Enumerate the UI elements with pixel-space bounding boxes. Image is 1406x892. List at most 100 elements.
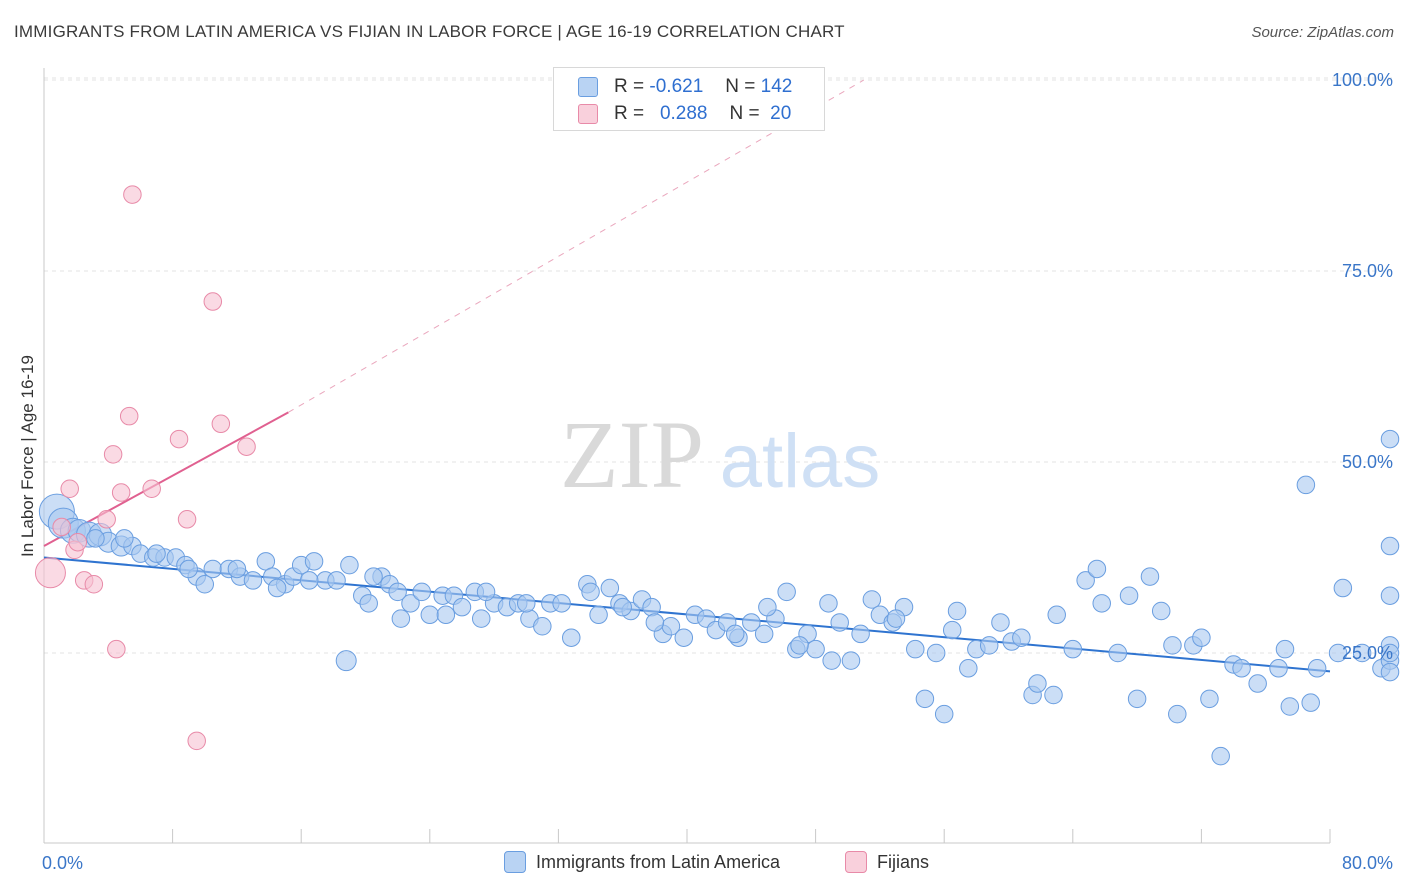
latin-america-point: [340, 555, 359, 575]
latin-america-point: [412, 582, 432, 602]
latin-america-point: [436, 605, 456, 625]
latin-america-point: [851, 624, 870, 644]
latin-america-point: [1047, 605, 1066, 625]
latin-america-point: [391, 609, 411, 628]
latin-america-point: [947, 601, 967, 621]
latin-america-point: [674, 628, 694, 647]
latin-america-point: [645, 613, 665, 632]
latin-america-point: [1269, 659, 1288, 678]
latin-america-point: [942, 620, 962, 640]
legend-n-label: N =: [725, 76, 756, 97]
latin-america-point: [1087, 559, 1107, 579]
latin-america-point: [589, 605, 608, 625]
latin-america-point: [1092, 594, 1111, 613]
y-tick-label: 75.0%: [1342, 261, 1393, 281]
fijian-point: [84, 574, 104, 594]
latin-america-point: [1328, 643, 1348, 663]
latin-america-point: [1192, 628, 1211, 647]
latin-america-point: [934, 704, 954, 724]
fijian-point: [103, 445, 123, 464]
y-axis-label: In Labor Force | Age 16-19: [18, 355, 37, 557]
bottom-legend-label: Immigrants from Latin America: [536, 851, 781, 872]
latin-america-point: [790, 636, 809, 655]
latin-america-point: [1151, 601, 1171, 621]
latin-america-point: [452, 597, 472, 617]
latin-america-point: [1380, 662, 1400, 682]
axis-labels: 25.0% 50.0% 75.0% 100.0% 0.0% 80.0% In Labor F…: [18, 70, 1393, 873]
latin-america-point: [979, 636, 999, 655]
latin-america-point: [1063, 639, 1083, 659]
latin-america-point: [819, 594, 838, 613]
legend-swatch-blue: [578, 77, 598, 97]
latin-america-point: [725, 624, 745, 644]
fijian-point: [119, 406, 139, 426]
latin-america-point: [420, 605, 440, 625]
latin-america-point: [926, 643, 946, 663]
x-tick-label-max: 80.0%: [1342, 853, 1393, 873]
latin-america-point: [304, 552, 324, 571]
latin-america-point: [1140, 567, 1160, 586]
latin-america-point: [841, 651, 861, 670]
y-tick-label: 25.0%: [1342, 643, 1393, 663]
latin-america-point: [115, 529, 134, 548]
latin-america-point: [1168, 704, 1187, 724]
fijian-point: [203, 292, 223, 311]
latin-america-point: [906, 639, 925, 659]
latin-america-point: [195, 574, 214, 594]
latin-america-point: [471, 609, 491, 628]
latin-america-point: [1044, 685, 1063, 705]
latin-america-point: [1076, 571, 1095, 590]
y-tick-label: 50.0%: [1342, 452, 1393, 472]
latin-america-point: [1012, 628, 1031, 647]
latin-america-point: [179, 559, 198, 579]
latin-america-point: [1301, 693, 1320, 712]
latin-america-point: [147, 544, 166, 563]
legend-row-latin-america: R = -0.621 N = 142: [578, 74, 792, 100]
source-label: Source: ZipAtlas.com: [1251, 24, 1394, 41]
legend-n-label: N =: [729, 103, 760, 124]
latin-america-point: [1200, 689, 1219, 709]
latin-america-point: [1333, 578, 1353, 598]
watermark: ZIP atlas: [560, 401, 880, 508]
bottom-legend-swatch-pink: [845, 851, 867, 873]
watermark-zip: ZIP: [560, 401, 704, 508]
data-points: [34, 185, 1400, 766]
latin-america-point: [327, 571, 346, 590]
fijian-point: [111, 483, 131, 502]
latin-america-point: [806, 639, 825, 659]
latin-america-point: [886, 609, 906, 628]
fijian-point: [52, 517, 71, 537]
fijian-point: [123, 185, 142, 204]
latin-america-point: [1248, 674, 1267, 693]
correlation-legend: R = -0.621 N = 142 R = 0.288 N = 20: [553, 67, 825, 131]
latin-america-point: [476, 582, 496, 602]
latin-america-point: [388, 582, 407, 602]
latin-america-point: [1380, 536, 1400, 556]
latin-america-point: [1127, 689, 1147, 709]
fijian-point: [142, 479, 161, 498]
latin-america-point: [1275, 639, 1295, 659]
latin-america-point: [267, 578, 287, 598]
x-tick-label-min: 0.0%: [42, 853, 83, 873]
latin-america-point: [581, 582, 600, 602]
latin-america-point: [1296, 475, 1316, 495]
fijian-point: [237, 437, 256, 456]
latin-america-point: [1307, 659, 1327, 678]
latin-america-point: [299, 571, 319, 590]
latin-america-point: [1380, 429, 1400, 449]
y-tick-label: 100.0%: [1332, 70, 1393, 90]
latin-america-point: [1380, 586, 1400, 605]
bottom-legend-latin-america: Immigrants from Latin America: [504, 851, 780, 873]
latin-america-point: [243, 571, 263, 590]
axes: [43, 68, 1331, 844]
latin-america-point: [533, 617, 552, 636]
latin-america-point: [1108, 643, 1128, 663]
latin-america-point: [1380, 643, 1400, 663]
latin-america-point: [401, 594, 420, 613]
legend-n-value: 20: [764, 103, 792, 124]
latin-america-point: [822, 651, 841, 670]
latin-america-point: [991, 613, 1010, 632]
fijian-point: [68, 532, 88, 552]
fijian-point: [107, 639, 126, 659]
fijian-point: [187, 731, 206, 751]
